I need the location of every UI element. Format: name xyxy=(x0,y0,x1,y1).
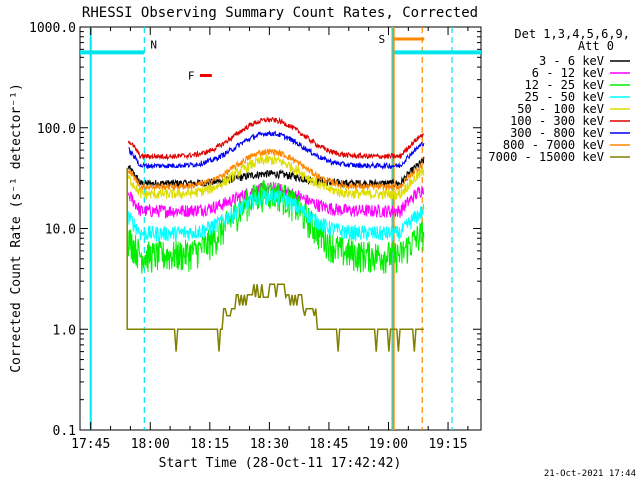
legend-label: 50 - 100 keV xyxy=(517,102,604,116)
legend-label: 100 - 300 keV xyxy=(510,114,604,128)
series-line-300-800-kev xyxy=(128,130,425,171)
timestamp: 21-Oct-2021 17:44 xyxy=(544,469,636,479)
axis-ticks: 0.1 1.0 10.0 100.0 1000.0 17:45 18:00 18:15 18:3… xyxy=(29,21,481,452)
night-interval-label: N xyxy=(150,38,157,51)
series-line-25-50-kev xyxy=(127,188,425,242)
x-tick-label: 18:45 xyxy=(309,437,348,452)
y-tick-label: 1.0 xyxy=(53,323,76,338)
x-axis-label: Start Time (28-Oct-11 17:42:42) xyxy=(159,456,402,471)
legend-label: 25 - 50 keV xyxy=(525,90,604,104)
x-tick-label: 19:15 xyxy=(428,437,467,452)
series-line-7000-15000-kev xyxy=(126,167,424,352)
legend-title-line-2: Att 0 xyxy=(578,39,614,53)
flare-interval-label: F xyxy=(188,70,195,83)
y-tick-label: 100.0 xyxy=(37,122,76,137)
x-tick-label: 18:15 xyxy=(190,437,229,452)
x-tick-label: 19:00 xyxy=(369,437,408,452)
y-tick-label: 1000.0 xyxy=(29,21,76,36)
legend-label: 3 - 6 keV xyxy=(539,54,604,68)
x-tick-label: 18:00 xyxy=(131,437,170,452)
chart-title: RHESSI Observing Summary Count Rates, Co… xyxy=(82,5,478,21)
series-line-100-300-kev xyxy=(127,116,424,161)
series-line-800-7000-kev xyxy=(127,148,425,192)
legend-label: 300 - 800 keV xyxy=(510,126,604,140)
y-axis-label: Corrected Count Rate (s⁻¹ detector⁻¹) xyxy=(9,83,24,373)
saa-interval-label: S xyxy=(378,33,385,46)
series-lines xyxy=(126,116,425,352)
series-line-3-6-kev xyxy=(127,156,425,189)
legend-label: 800 - 7000 keV xyxy=(503,138,604,152)
legend-label: 6 - 12 keV xyxy=(532,66,604,80)
legend-label: 12 - 25 keV xyxy=(525,78,604,92)
y-tick-label: 0.1 xyxy=(53,424,76,439)
series-line-50-100-kev xyxy=(127,154,425,201)
x-tick-label: 17:45 xyxy=(71,437,110,452)
legend-label: 7000 - 15000 keV xyxy=(488,150,604,164)
y-tick-label: 10.0 xyxy=(45,223,76,238)
legend-title-line-1: Det 1,3,4,5,6,9, xyxy=(514,27,630,41)
x-tick-label: 18:30 xyxy=(250,437,289,452)
